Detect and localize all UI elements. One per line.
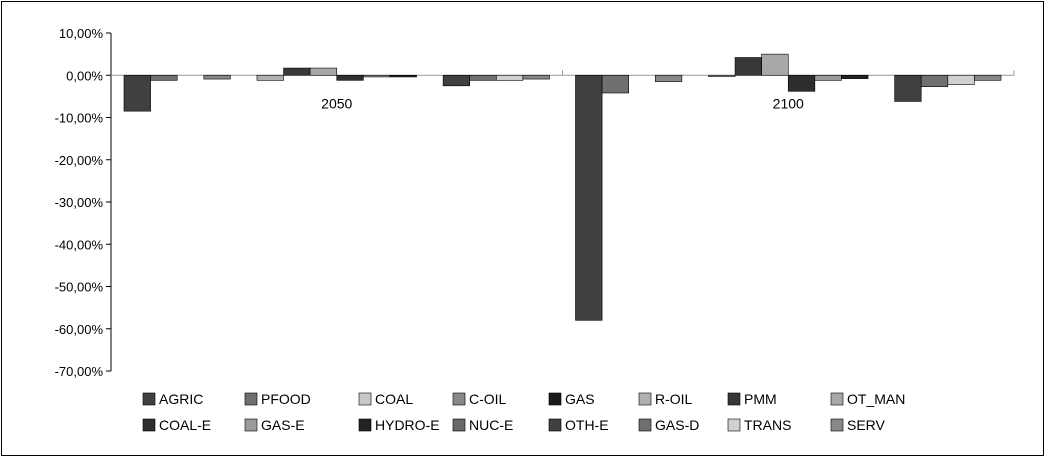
bar-c-oil-2050: [203, 74, 231, 80]
legend-label: GAS: [565, 391, 595, 407]
bar-pmm-2100: [734, 57, 762, 76]
bar-ot_man-2050: [309, 67, 338, 76]
bar-agric-2050: [123, 74, 151, 112]
bar-trans-2100: [947, 74, 975, 85]
legend-swatch: [548, 392, 562, 406]
legend-swatch: [452, 392, 466, 406]
legend-swatch: [142, 392, 156, 406]
legend-swatch: [358, 392, 372, 406]
legend-label: SERV: [847, 417, 886, 433]
legend-label: COAL-E: [159, 417, 211, 433]
y-tick-label: -30,00%: [55, 195, 104, 210]
bar-r-oil-2100: [708, 74, 736, 77]
legend-swatch: [830, 418, 844, 432]
legend-swatch: [727, 418, 741, 432]
legend-label: NUC-E: [469, 417, 513, 433]
y-tick-label: -20,00%: [55, 153, 104, 168]
bar-hydro-e-2100: [841, 74, 869, 79]
legend-swatch: [830, 392, 844, 406]
legend-swatch: [244, 392, 258, 406]
legend-label: GAS-D: [655, 417, 699, 433]
bar-gas-e-2100: [814, 74, 842, 81]
bar-pfood-2100: [601, 74, 629, 94]
legend-label: R-OIL: [655, 391, 693, 407]
y-tick-label: -70,00%: [55, 364, 104, 379]
legend-label: HYDRO-E: [375, 417, 440, 433]
bar-trans-2050: [496, 74, 524, 81]
legend-label: GAS-E: [261, 417, 305, 433]
legend-label: COAL: [375, 391, 413, 407]
category-label: 2050: [321, 95, 352, 111]
legend-swatch: [452, 418, 466, 432]
legend-label: PFOOD: [261, 391, 311, 407]
legend-label: AGRIC: [159, 391, 203, 407]
bar-agric-2100: [575, 74, 603, 321]
legend-label: OT_MAN: [847, 391, 905, 407]
y-tick-label: -50,00%: [55, 280, 104, 295]
bar-serv-2100: [974, 74, 1002, 81]
y-tick-label: -40,00%: [55, 237, 104, 252]
bar-coal-e-2050: [336, 74, 364, 81]
bar-serv-2050: [522, 74, 550, 80]
bar-pmm-2050: [283, 67, 311, 76]
y-tick-label: 10,00%: [59, 26, 104, 41]
bar-gas-d-2100: [920, 74, 949, 87]
bar-oth-e-2100: [894, 74, 922, 102]
legend-swatch: [727, 392, 741, 406]
category-label: 2100: [773, 95, 804, 111]
legend-swatch: [638, 418, 652, 432]
bar-r-oil-2050: [256, 74, 284, 81]
bar-hydro-e-2050: [389, 74, 417, 78]
bars: [123, 53, 1002, 321]
legend-swatch: [142, 418, 156, 432]
category-labels: 2050 2100: [321, 95, 804, 111]
bar-gas-d-2050: [469, 74, 497, 81]
bar-coal-e-2100: [787, 74, 816, 92]
legend-label: PMM: [744, 391, 777, 407]
y-tick-label: 0,00%: [66, 68, 103, 83]
y-tick-label: -60,00%: [55, 322, 104, 337]
legend-swatch: [548, 418, 562, 432]
legend-label: OTH-E: [565, 417, 609, 433]
bar-c-oil-2100: [654, 74, 683, 82]
bar-gas-e-2050: [363, 74, 391, 78]
bar-oth-e-2050: [442, 74, 471, 87]
legend-label: TRANS: [744, 417, 791, 433]
y-tick-label: -10,00%: [55, 111, 104, 126]
legend-swatch: [244, 418, 258, 432]
legend: AGRIC PFOOD COAL C-OIL GAS R-OIL PMM OT_MAN COAL…: [142, 391, 905, 433]
bar-pfood-2050: [150, 74, 178, 81]
legend-label: C-OIL: [469, 391, 507, 407]
legend-swatch: [638, 392, 652, 406]
legend-swatch: [358, 418, 372, 432]
bar-ot_man-2100: [761, 53, 789, 76]
